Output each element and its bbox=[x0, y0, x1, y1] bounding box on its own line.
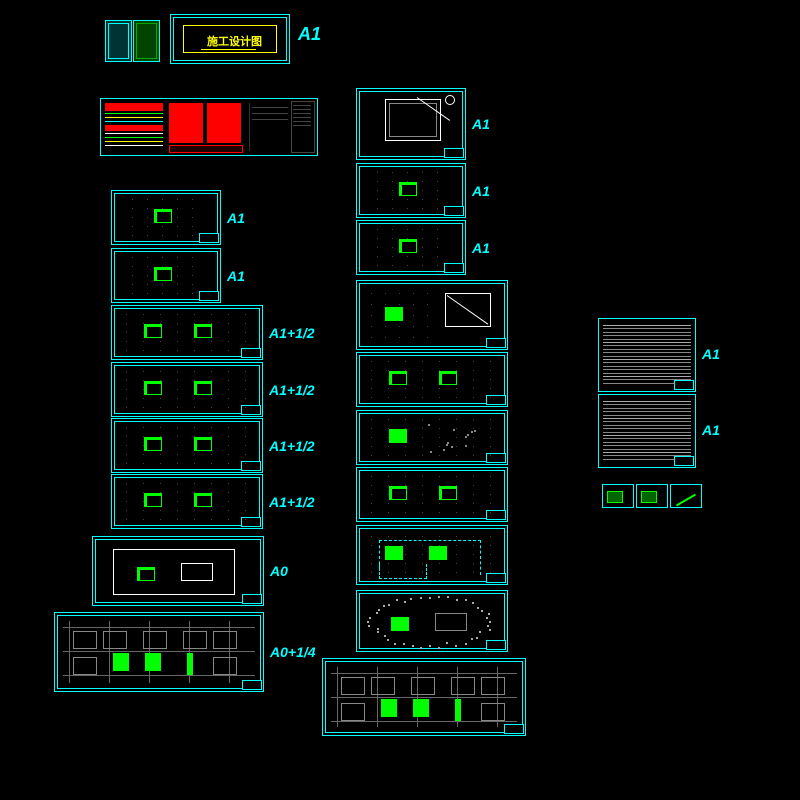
drawing-sheet bbox=[111, 474, 263, 529]
size-label: A1+1/2 bbox=[269, 494, 315, 510]
size-label: A1+1/2 bbox=[269, 382, 315, 398]
drawing-sheet bbox=[322, 658, 526, 736]
drawing-sheet bbox=[111, 305, 263, 360]
size-label: A0+1/4 bbox=[270, 644, 316, 660]
cover-label: A1 bbox=[298, 24, 321, 45]
drawing-sheet bbox=[92, 536, 264, 606]
drawing-sheet bbox=[111, 418, 263, 473]
drawing-sheet bbox=[356, 352, 508, 407]
drawing-sheet bbox=[356, 280, 508, 350]
drawing-sheet bbox=[54, 612, 264, 692]
drawing-sheet bbox=[356, 590, 508, 652]
size-label: A1 bbox=[227, 268, 245, 284]
drawing-sheet bbox=[356, 88, 466, 160]
drawing-sheet bbox=[356, 220, 466, 275]
size-label: A1 bbox=[702, 422, 720, 438]
size-label: A1 bbox=[702, 346, 720, 362]
drawing-sheet bbox=[111, 248, 221, 303]
drawing-sheet bbox=[356, 410, 508, 465]
cover-small-right bbox=[133, 20, 160, 62]
drawing-sheet bbox=[356, 525, 508, 585]
text-doc-sheet bbox=[598, 394, 696, 468]
detail-thumb bbox=[636, 484, 668, 508]
size-label: A1 bbox=[472, 240, 490, 256]
size-label: A1+1/2 bbox=[269, 325, 315, 341]
drawing-sheet bbox=[356, 467, 508, 522]
drawing-sheet bbox=[111, 362, 263, 417]
detail-thumb bbox=[602, 484, 634, 508]
detail-thumb bbox=[670, 484, 702, 508]
drawing-sheet bbox=[111, 190, 221, 245]
size-label: A0 bbox=[270, 563, 288, 579]
notes-sheet bbox=[100, 98, 318, 156]
size-label: A1 bbox=[227, 210, 245, 226]
size-label: A1 bbox=[472, 116, 490, 132]
text-doc-sheet bbox=[598, 318, 696, 392]
cover-title: 施工设计图 bbox=[207, 33, 262, 49]
cover-small-left bbox=[105, 20, 132, 62]
size-label: A1+1/2 bbox=[269, 438, 315, 454]
drawing-sheet bbox=[356, 163, 466, 218]
cover-main: 施工设计图 bbox=[170, 14, 290, 64]
size-label: A1 bbox=[472, 183, 490, 199]
